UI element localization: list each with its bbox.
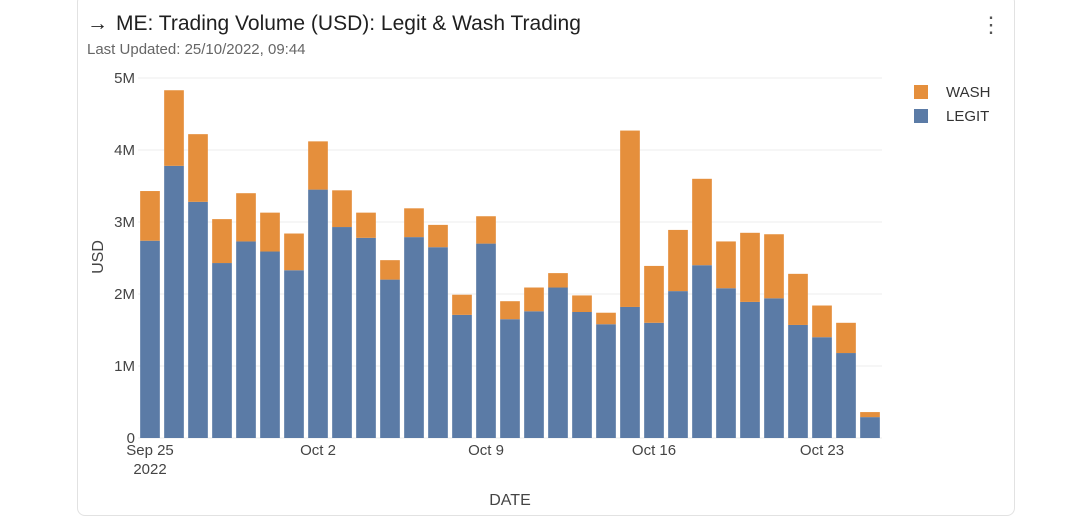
x-tick-label: Oct 9	[468, 442, 504, 459]
bar-wash[interactable]	[836, 322, 856, 354]
bar-wash[interactable]	[548, 273, 568, 288]
bar-legit[interactable]	[356, 237, 376, 438]
bar-legit[interactable]	[692, 265, 712, 438]
legend-item-wash[interactable]: WASH	[914, 80, 990, 104]
bar-legit[interactable]	[164, 165, 184, 438]
legend-swatch-wash	[914, 85, 928, 99]
bar-wash[interactable]	[452, 294, 472, 315]
bar-legit[interactable]	[308, 189, 328, 438]
bar-wash[interactable]	[236, 193, 256, 242]
bar-legit[interactable]	[740, 301, 760, 438]
bar-wash[interactable]	[380, 260, 400, 280]
bar-legit[interactable]	[812, 337, 832, 438]
bar-legit[interactable]	[140, 240, 160, 438]
chart-legend: WASH LEGIT	[914, 80, 990, 128]
bar-wash[interactable]	[788, 273, 808, 325]
bar-wash[interactable]	[764, 234, 784, 299]
bar-legit[interactable]	[668, 291, 688, 438]
x-axis-title: DATE	[489, 492, 530, 509]
bar-legit[interactable]	[836, 353, 856, 438]
bar-wash[interactable]	[668, 229, 688, 292]
bar-wash[interactable]	[812, 305, 832, 338]
bar-legit[interactable]	[404, 237, 424, 438]
y-tick-label: 5M	[114, 70, 135, 87]
x-tick-label: Oct 16	[632, 442, 676, 459]
bar-wash[interactable]	[356, 212, 376, 238]
bar-wash[interactable]	[308, 141, 328, 190]
bar-legit[interactable]	[284, 270, 304, 438]
bar-legit[interactable]	[620, 306, 640, 438]
legend-label-wash: WASH	[946, 83, 991, 101]
x-tick-sublabel: 2022	[133, 461, 166, 478]
bar-wash[interactable]	[476, 216, 496, 244]
y-tick-label: 2M	[114, 286, 135, 303]
bar-legit[interactable]	[716, 288, 736, 438]
bar-legit[interactable]	[476, 243, 496, 438]
bar-wash[interactable]	[620, 130, 640, 307]
y-axis-title: USD	[90, 240, 107, 274]
x-tick-label: Oct 23	[800, 442, 844, 459]
bar-legit[interactable]	[212, 263, 232, 438]
bar-legit[interactable]	[524, 311, 544, 438]
bar-wash[interactable]	[428, 224, 448, 248]
y-tick-label: 0	[127, 430, 135, 447]
legend-label-legit: LEGIT	[946, 107, 990, 125]
bar-legit[interactable]	[500, 319, 520, 438]
bar-legit[interactable]	[764, 298, 784, 438]
x-tick-label: Sep 25	[126, 442, 174, 459]
bar-legit[interactable]	[860, 417, 880, 438]
bar-wash[interactable]	[164, 90, 184, 166]
y-tick-label: 3M	[114, 214, 135, 231]
bar-wash[interactable]	[140, 191, 160, 241]
bar-wash[interactable]	[572, 295, 592, 312]
bar-wash[interactable]	[596, 312, 616, 325]
chart-header: → ME: Trading Volume (USD): Legit & Wash…	[87, 11, 581, 37]
bar-legit[interactable]	[260, 251, 280, 438]
bar-wash[interactable]	[212, 219, 232, 264]
bar-legit[interactable]	[332, 227, 352, 438]
bar-legit[interactable]	[596, 324, 616, 438]
bar-wash[interactable]	[332, 190, 352, 228]
bar-wash[interactable]	[644, 265, 664, 323]
bar-wash[interactable]	[716, 241, 736, 289]
bar-wash[interactable]	[500, 301, 520, 320]
bar-wash[interactable]	[404, 208, 424, 238]
chart-axes: 0 1M 2M 3M 4M 5M Sep 25 2022 Oct 2 Oct 9 Oct 16 Oct…	[114, 70, 844, 478]
y-tick-label: 4M	[114, 142, 135, 159]
bar-legit[interactable]	[428, 247, 448, 438]
bar-wash[interactable]	[860, 412, 880, 418]
bar-wash[interactable]	[260, 212, 280, 252]
bar-wash[interactable]	[284, 233, 304, 271]
chart-card	[77, 0, 1015, 516]
bar-wash[interactable]	[188, 134, 208, 202]
bar-legit[interactable]	[188, 201, 208, 438]
more-vertical-icon[interactable]: ⋮	[980, 12, 1002, 37]
arrow-right-icon[interactable]: →	[87, 12, 108, 35]
last-updated: Last Updated: 25/10/2022, 09:44	[87, 41, 306, 58]
bar-legit[interactable]	[572, 312, 592, 438]
bar-legit[interactable]	[452, 314, 472, 438]
x-tick-label: Oct 2	[300, 442, 336, 459]
bar-wash[interactable]	[740, 232, 760, 302]
bar-legit[interactable]	[548, 287, 568, 438]
bar-legit[interactable]	[380, 279, 400, 438]
bar-wash[interactable]	[692, 178, 712, 266]
legend-swatch-legit	[914, 109, 928, 123]
bar-legit[interactable]	[788, 324, 808, 438]
chart-bars	[140, 90, 880, 438]
bar-legit[interactable]	[644, 322, 664, 438]
bar-legit[interactable]	[236, 241, 256, 438]
bar-wash[interactable]	[524, 287, 544, 312]
legend-item-legit[interactable]: LEGIT	[914, 104, 990, 128]
chart-title: ME: Trading Volume (USD): Legit & Wash T…	[116, 12, 581, 35]
y-tick-label: 1M	[114, 358, 135, 375]
